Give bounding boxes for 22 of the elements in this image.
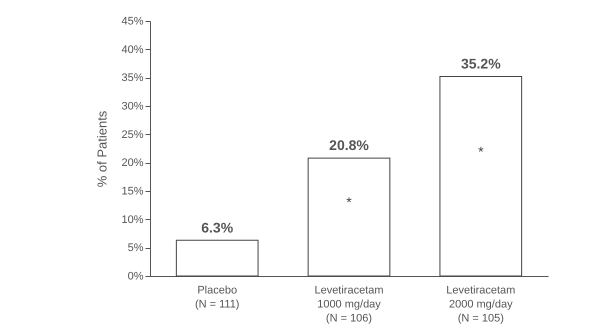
y-axis-title: % of Patients [94, 110, 110, 188]
data-label: 35.2% [460, 56, 502, 72]
y-tick-label: 45% [121, 16, 144, 28]
bar [308, 158, 390, 276]
data-label: 6.3% [201, 219, 234, 236]
x-tick-label: Levetiracetam 1000 mg/day (N = 106) [314, 284, 384, 324]
y-tick-label: 30% [121, 100, 144, 112]
y-tick-label: 35% [121, 72, 144, 84]
y-tick-label: 25% [121, 128, 144, 141]
bar [439, 76, 522, 276]
x-tick-label: Levetiracetam 2000 mg/day (N = 105) [446, 284, 516, 324]
y-tick-label: 40% [121, 44, 144, 56]
y-tick-label: 5% [128, 242, 144, 254]
y-tick-label: 20% [121, 157, 144, 170]
y-tick-label: 10% [121, 214, 144, 226]
bar [176, 240, 259, 276]
annotation: * [478, 143, 484, 160]
y-tick-label: 0% [128, 270, 144, 282]
x-tick-label: Placebo (N = 111) [194, 284, 240, 310]
data-label: 20.8% [329, 137, 370, 154]
y-tick-label: 15% [121, 186, 144, 198]
annotation: * [346, 194, 352, 210]
